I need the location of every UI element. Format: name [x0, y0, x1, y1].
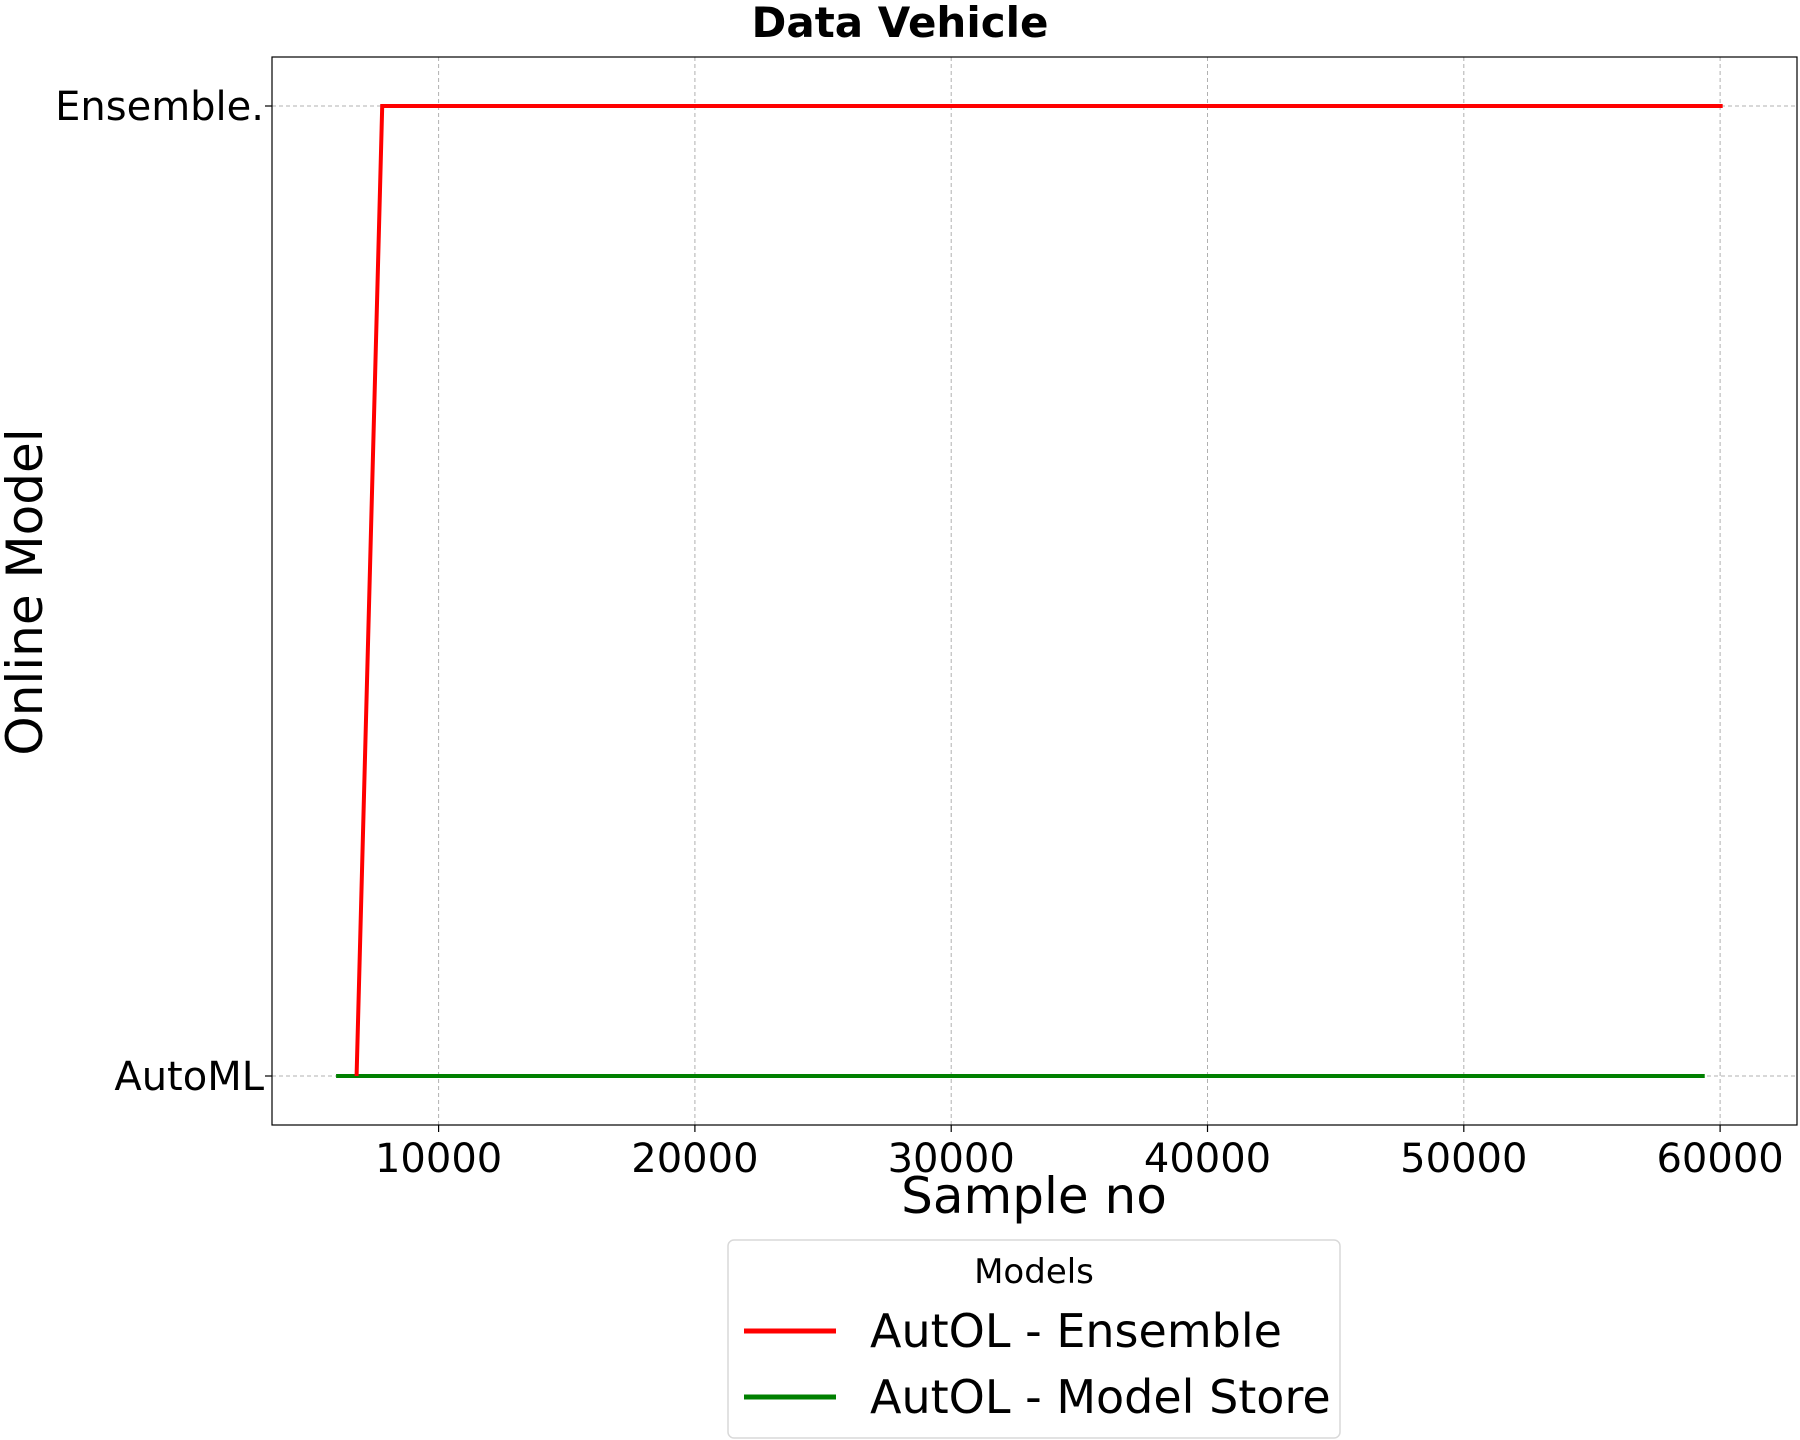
plot-frame [271, 56, 1798, 1126]
y-tick-labels: AutoML Ensemble. [55, 84, 272, 1100]
y-axis-label: Online Model [0, 428, 54, 755]
series-layer [336, 104, 1723, 1078]
x-tick-label: 40000 [1144, 1136, 1271, 1182]
x-tick-label: 60000 [1656, 1136, 1783, 1182]
y-tick-label: AutoML [114, 1054, 264, 1100]
x-tick-labels: 10000 20000 30000 40000 50000 60000 [375, 1125, 1784, 1182]
grid-layer [272, 57, 1797, 1125]
x-tick-label: 20000 [631, 1136, 758, 1182]
y-tick-label: Ensemble. [55, 84, 264, 130]
legend-label-ensemble: AutOL - Ensemble [870, 1304, 1282, 1358]
legend-label-model-store: AutOL - Model Store [870, 1370, 1331, 1424]
series-line-ensemble [354, 104, 1723, 1077]
x-tick-label: 50000 [1400, 1136, 1527, 1182]
x-tick-label: 30000 [888, 1136, 1015, 1182]
chart-title: Data Vehicle [751, 0, 1048, 47]
x-axis-label: Sample no [901, 1167, 1167, 1225]
legend: Models AutOL - Ensemble AutOL - Model St… [727, 1239, 1341, 1439]
legend-box [727, 1239, 1341, 1439]
legend-title: Models [974, 1252, 1094, 1292]
x-tick-label: 10000 [375, 1136, 502, 1182]
